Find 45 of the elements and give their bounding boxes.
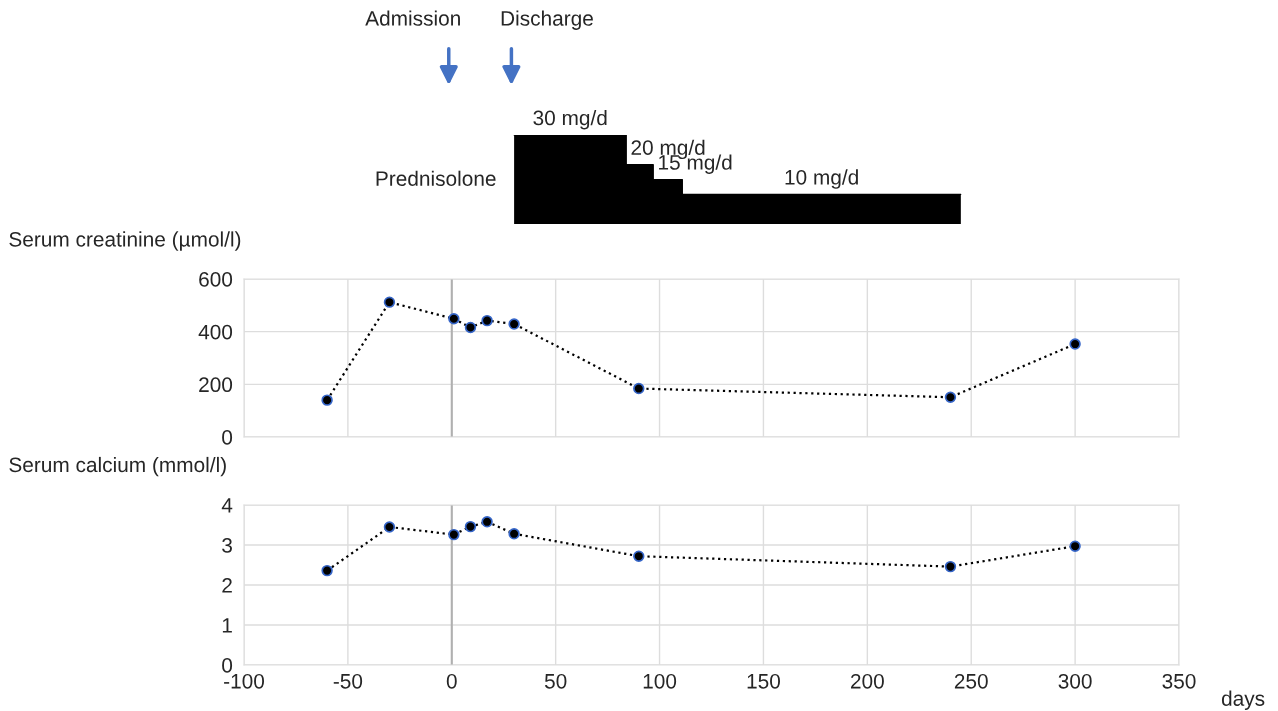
- point: [448, 528, 460, 541]
- y-tick-label: 3: [222, 538, 232, 553]
- point: [448, 313, 460, 325]
- point: [508, 528, 520, 540]
- y-tick-label: 0: [222, 430, 233, 445]
- x-axis-title: days: [1221, 690, 1265, 711]
- x-tick-label: -100: [224, 673, 265, 689]
- point: [944, 391, 957, 403]
- point: [383, 296, 396, 308]
- x-tick-label: 300: [1058, 673, 1092, 689]
- y-tick-label: 600: [199, 272, 233, 287]
- data-label: 30 mg/d: [533, 110, 607, 130]
- point: [1069, 540, 1081, 552]
- y-axis-title: Serum calcium (mmol/l): [9, 456, 226, 477]
- point: [464, 520, 477, 533]
- point: [481, 516, 493, 528]
- y-tick-label: 0: [222, 658, 233, 673]
- data-label: 10 mg/d: [785, 169, 858, 189]
- point: [321, 564, 333, 577]
- text: Discharge: [501, 10, 593, 30]
- x-tick-label: 100: [643, 673, 677, 689]
- x-tick-label: 50: [544, 673, 567, 689]
- y-axis-title: Serum creatinine (µmol/l): [9, 231, 241, 251]
- x-tick-label: -50: [333, 673, 363, 689]
- point: [481, 314, 493, 327]
- x-tick-label: 150: [747, 673, 781, 689]
- point: [464, 321, 477, 334]
- point: [508, 318, 520, 330]
- x-tick-label: 200: [851, 673, 884, 689]
- point: [633, 550, 645, 562]
- point: [383, 521, 396, 533]
- text: Admission: [365, 10, 460, 26]
- y-tick-label: 4: [221, 498, 233, 513]
- x-tick-label: 0: [446, 673, 457, 689]
- x-tick-label: 250: [954, 673, 988, 689]
- point: [633, 382, 645, 395]
- point: [321, 394, 333, 406]
- y-tick-label: 200: [199, 377, 233, 393]
- point: [944, 560, 957, 573]
- y-tick-label: 400: [198, 324, 233, 340]
- y-tick-label: 2: [222, 578, 232, 593]
- annotation: Prednisolone: [376, 170, 496, 186]
- x-tick-label: 350: [1162, 673, 1196, 689]
- y-tick-label: 1: [222, 618, 232, 633]
- point: [1069, 338, 1081, 350]
